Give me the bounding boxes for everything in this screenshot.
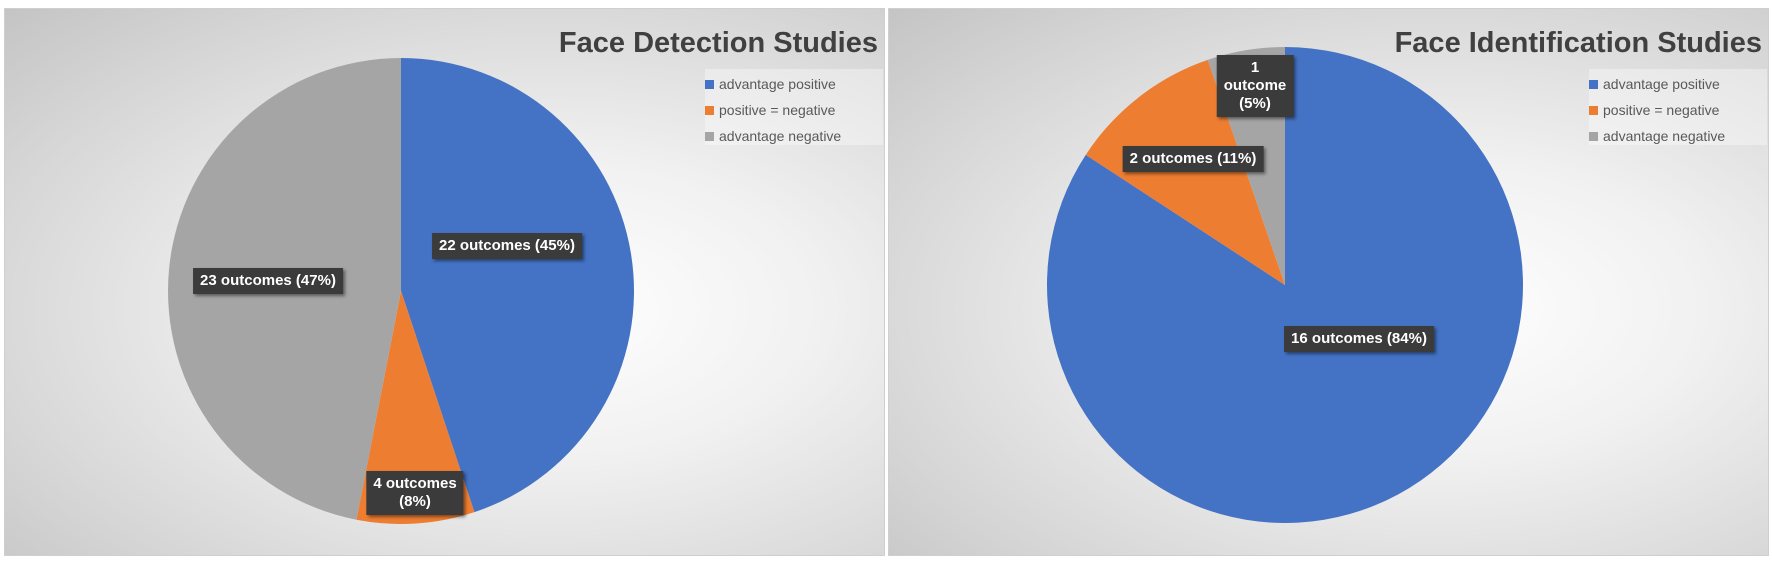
legend-item-advantage-positive: advantage positive <box>1589 71 1767 97</box>
chart-legend: advantage positive positive = negative a… <box>705 69 883 145</box>
face-identification-chart-panel: Face Identification Studies advantage po… <box>888 8 1769 556</box>
pie-slice-advantage-positive <box>1046 47 1523 523</box>
chart-legend: advantage positive positive = negative a… <box>1589 69 1767 145</box>
legend-swatch-gray <box>1589 131 1598 141</box>
data-label-advantage-negative: 1 outcome (5%) <box>1216 55 1294 117</box>
legend-item-advantage-positive: advantage positive <box>705 71 883 97</box>
legend-item-advantage-negative: advantage negative <box>1589 123 1767 149</box>
legend-label: positive = negative <box>719 102 836 118</box>
legend-swatch-orange <box>1589 105 1598 115</box>
data-label-advantage-positive: 22 outcomes (45%) <box>432 233 582 259</box>
data-label-advantage-positive: 16 outcomes (84%) <box>1284 326 1434 352</box>
legend-swatch-orange <box>705 105 714 115</box>
legend-label: advantage positive <box>1603 76 1720 92</box>
legend-swatch-blue <box>1589 79 1598 89</box>
legend-swatch-gray <box>705 131 714 141</box>
face-detection-chart-panel: Face Detection Studies advantage positiv… <box>4 8 885 556</box>
legend-label: positive = negative <box>1603 102 1720 118</box>
pie-slice-positive-equals-negative <box>356 291 475 524</box>
pie-slice-positive-equals-negative <box>1085 59 1285 286</box>
chart-title: Face Detection Studies <box>558 27 878 59</box>
data-label-advantage-negative: 23 outcomes (47%) <box>193 268 343 294</box>
data-label-positive-equals-negative: 4 outcomes (8%) <box>366 471 464 515</box>
legend-item-positive-equals-negative: positive = negative <box>705 97 883 123</box>
data-label-positive-equals-negative: 2 outcomes (11%) <box>1122 146 1264 172</box>
legend-label: advantage positive <box>719 76 836 92</box>
chart-title: Face Identification Studies <box>1394 27 1762 59</box>
legend-swatch-blue <box>705 79 714 89</box>
face-detection-pie <box>168 58 634 524</box>
legend-item-positive-equals-negative: positive = negative <box>1589 97 1767 123</box>
legend-label: advantage negative <box>1603 128 1726 144</box>
legend-label: advantage negative <box>719 128 842 144</box>
pie-slice-advantage-positive <box>401 58 634 513</box>
legend-item-advantage-negative: advantage negative <box>705 123 883 149</box>
